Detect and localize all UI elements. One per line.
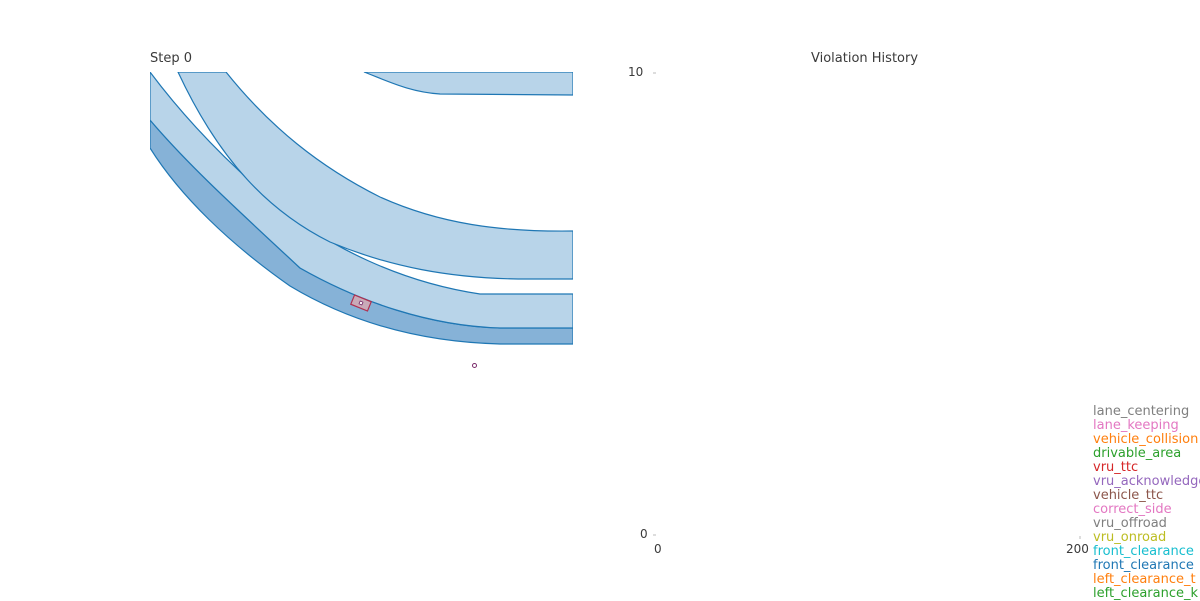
ego-vehicle-marker <box>358 300 364 306</box>
legend-item: vehicle_ttc <box>1093 488 1164 503</box>
legend-item: vru_offroad <box>1093 516 1167 531</box>
chart-title: Violation History <box>811 51 919 66</box>
scene-title: Step 0 <box>150 51 193 66</box>
x-tick-max: 200 <box>1066 542 1089 556</box>
ego-vehicle <box>350 294 372 312</box>
legend-item: correct_side <box>1093 502 1172 517</box>
legend-item: vru_onroad <box>1093 530 1167 545</box>
y-tick-min: 0 <box>640 527 648 541</box>
legend-item: left_clearance_k <box>1093 586 1199 601</box>
road-scene <box>150 72 573 362</box>
road-scene-svg <box>150 72 573 345</box>
legend-item: vru_ttc <box>1093 460 1139 475</box>
x-tick-min: 0 <box>654 542 662 556</box>
legend: lane_centering lane_keeping vehicle_collis… <box>1093 405 1200 601</box>
legend-item: front_clearance <box>1093 544 1194 559</box>
legend-item: vru_acknowledge <box>1093 474 1200 489</box>
road-lane-far <box>177 72 573 280</box>
legend-item: lane_centering <box>1093 405 1190 419</box>
y-tick-max: 10 <box>628 65 644 79</box>
plot-axes <box>653 72 1081 539</box>
agent-marker <box>472 363 477 368</box>
legend-item: drivable_area <box>1093 446 1182 461</box>
road-lane-top <box>363 72 573 96</box>
legend-item: front_clearance <box>1093 558 1194 573</box>
legend-item: vehicle_collision <box>1093 432 1199 447</box>
legend-item: lane_keeping <box>1093 418 1179 433</box>
legend-item: left_clearance_t <box>1093 572 1196 587</box>
